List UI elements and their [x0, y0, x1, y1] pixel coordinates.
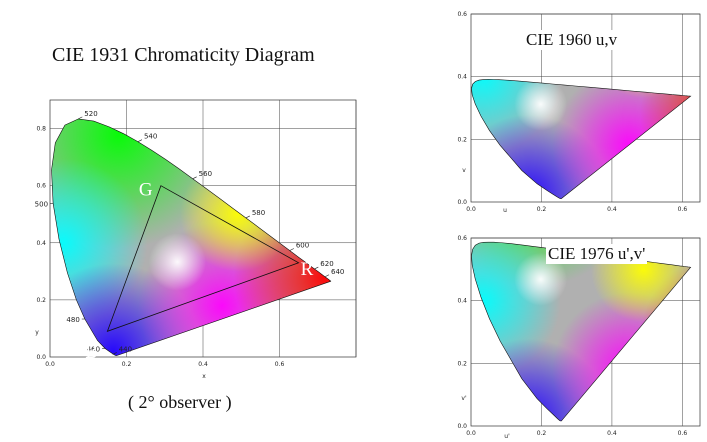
cie1960-panel: 0.0 0.2 0.4 0.6 0.0 0.2 0.4 0.6 u v [457, 11, 701, 214]
cie1931-panel: 0.0 0.2 0.4 0.6 0.0 0.2 0.4 0.6 0.8 x y 520 540 560 58… [35, 99, 357, 380]
wavelength-tick [192, 176, 197, 180]
y-axis-label: v' [461, 395, 467, 402]
wavelength-label: 560 [199, 170, 212, 178]
wavelength-tick [137, 139, 143, 142]
wavelength-label: 500 [35, 200, 48, 208]
cie1960-title: CIE 1960 u,v [524, 30, 620, 50]
wavelength-tick [78, 116, 83, 120]
wavelength-tick [314, 266, 319, 270]
wavelength-tick [245, 215, 250, 219]
x-tick-label: 0.0 [466, 430, 476, 437]
y-axis-label: y [35, 329, 39, 336]
wavelength-tick [324, 274, 330, 278]
primary-label-b: B [85, 341, 98, 362]
y-tick-label: 0.8 [36, 126, 46, 133]
spectral-locus [51, 118, 332, 356]
y-tick-label: 0.6 [457, 11, 467, 18]
spectral-locus [471, 79, 692, 199]
wavelength-label: 480 [66, 316, 79, 324]
spectral-locus [471, 241, 692, 422]
wavelength-tick [112, 352, 117, 355]
wavelength-label: 580 [252, 209, 265, 217]
y-axis-label: v [462, 167, 466, 174]
y-tick-label: 0.6 [36, 183, 46, 190]
y-tick-label: 0.0 [457, 199, 467, 206]
y-tick-label: 0.4 [457, 298, 467, 305]
wavelength-label: 640 [331, 268, 344, 276]
y-tick-label: 0.2 [457, 136, 467, 143]
y-tick-label: 0.6 [457, 235, 467, 242]
primary-label-g: G [139, 180, 153, 201]
x-tick-label: 0.4 [607, 206, 617, 213]
cie1976-panel: 0.0 0.2 0.4 0.6 0.0 0.2 0.4 0.6 u' v' [457, 235, 701, 440]
y-tick-label: 0.2 [36, 297, 46, 304]
x-axis-label: u [503, 207, 507, 214]
wavelength-tick [289, 248, 294, 251]
cie1976-title: CIE 1976 u',v' [546, 244, 648, 264]
wavelength-label: 520 [84, 110, 97, 118]
observer-caption: ( 2° observer ) [128, 392, 232, 412]
wavelength-label: 460 [87, 345, 100, 353]
primary-label-r: R [301, 259, 314, 280]
y-tick-label: 0.0 [36, 354, 46, 361]
x-axis-label: x [202, 373, 206, 380]
x-tick-label: 0.2 [537, 206, 547, 213]
x-tick-label: 0.6 [678, 206, 688, 213]
y-tick-label: 0.4 [36, 240, 46, 247]
y-tick-label: 0.0 [457, 423, 467, 430]
wavelength-label: 440 [119, 345, 132, 353]
rgb-gamut-triangle [106, 185, 300, 332]
x-tick-label: 0.0 [466, 206, 476, 213]
x-tick-label: 0.6 [678, 430, 688, 437]
y-tick-label: 0.2 [457, 360, 467, 367]
wavelength-label: 600 [296, 241, 309, 249]
x-tick-label: 0.0 [45, 361, 55, 368]
main-title: CIE 1931 Chromaticity Diagram [52, 44, 315, 66]
x-tick-label: 0.4 [607, 430, 617, 437]
x-axis-label: u' [504, 433, 510, 440]
x-tick-label: 0.2 [537, 430, 547, 437]
x-tick-label: 0.6 [275, 361, 285, 368]
wavelength-label: 540 [144, 133, 157, 141]
x-tick-label: 0.4 [198, 361, 208, 368]
x-tick-label: 0.2 [122, 361, 132, 368]
y-tick-label: 0.4 [457, 74, 467, 81]
wavelength-label: 620 [320, 260, 333, 268]
